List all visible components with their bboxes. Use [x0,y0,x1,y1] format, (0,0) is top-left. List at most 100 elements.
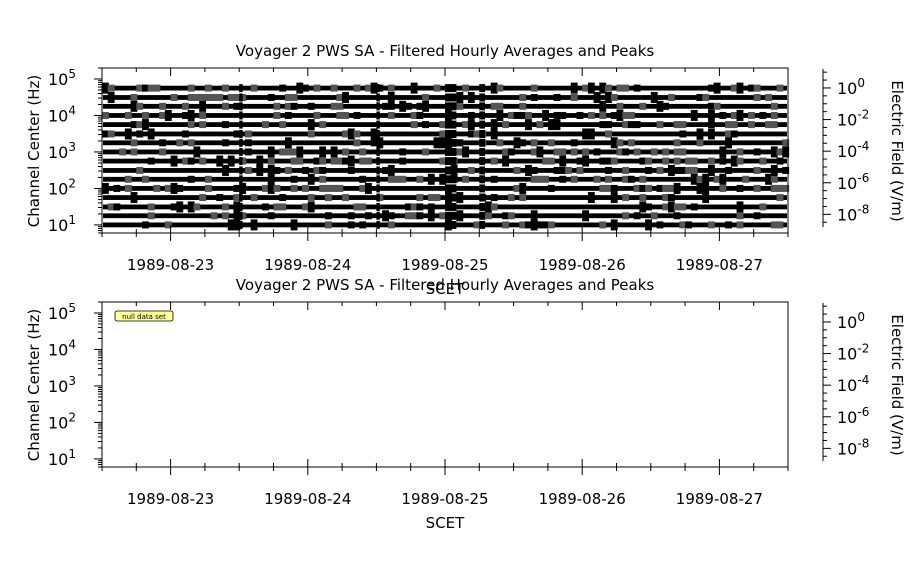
channel-peak [319,175,327,183]
channel-peak [456,210,464,222]
channel-peak [136,166,144,174]
channel-peak [216,194,224,202]
channel-peak [782,146,790,158]
channel-peak [342,194,349,202]
channel-peak [502,212,510,220]
tick-label-exponent: -2 [857,342,869,356]
channel-peak [627,121,635,129]
burst-mark [239,220,243,229]
channel-peak [713,102,721,110]
channel-peak [633,121,641,129]
channel-peak [730,130,738,138]
burst-mark [239,193,243,202]
channel-peak [393,175,401,183]
tick-label-exponent: -8 [857,202,869,216]
channel-peak [364,182,372,194]
channel-peak [587,128,595,140]
channel-peak [439,157,447,165]
channel-peak [382,166,389,174]
channel-peak [553,119,561,131]
tick-label-exponent: 2 [68,410,76,424]
channel-peak [559,148,567,156]
channel-peak [639,184,647,192]
burst-mark [479,84,486,93]
channel-peak [347,128,355,140]
channel-peak [753,148,761,156]
tick-label-base: 10 [837,111,857,130]
channel-peak [267,182,275,194]
channel-peak [582,155,590,167]
channel-peak [650,212,658,220]
channel-peak [233,210,241,222]
channel-peak [353,84,361,92]
channel-peak [307,201,315,213]
burst-mark [239,111,243,120]
channel-peak [387,221,395,229]
burst-mark [445,184,457,193]
channel-peak [416,111,424,119]
channel-peak [467,166,475,174]
colorbar-tick-label: 10-6 [837,171,869,193]
channel-peak [622,194,630,202]
channel-peak [279,203,287,211]
channel-peak [753,166,761,174]
tick-label-base: 10 [48,450,68,469]
burst-mark [445,157,457,166]
channel-peak [456,102,464,110]
channel-peak [330,102,338,110]
channel-peak [605,84,612,92]
channel-peak [599,184,607,192]
y-tick-label: 105 [48,301,76,323]
channel-peak [616,109,624,121]
burst-mark [445,138,457,147]
channel-peak [262,203,269,211]
channel-peak [256,155,264,167]
channel-peak [176,201,184,213]
channel-peak [250,194,258,202]
channel-peak [370,139,378,147]
channel-peak [227,155,235,167]
channel-peak [462,121,470,129]
burst-mark [239,147,243,156]
channel-peak [536,121,544,129]
channel-peak [490,82,498,94]
channel-peak [473,221,481,229]
y-tick-label: 102 [48,410,76,432]
channel-peak [262,184,269,192]
burst-mark [479,147,486,156]
channel-peak [164,184,172,192]
channel-peak [605,157,612,165]
channel-peak [645,219,652,231]
burst-mark [239,129,243,138]
channel-peak [685,166,692,174]
channel-peak [159,139,167,147]
channel-peak [547,139,555,147]
channel-peak [667,184,675,192]
channel-peak [244,148,252,156]
burst-mark [239,120,243,129]
channel-peak [410,203,418,211]
colorbar-tick-label: 10-8 [837,436,869,458]
tick-label-base: 10 [48,377,68,396]
channel-peak [359,203,367,211]
channel-peak [525,164,532,176]
channel-peak [690,203,698,211]
channel-peak [622,148,630,156]
channel-peak [667,164,675,176]
channel-peak [182,111,189,119]
channel-peak [399,175,407,183]
channel-peak [639,194,647,202]
channel-peak [776,194,784,202]
channel-peak [713,175,721,183]
channel-peak [485,212,492,220]
channel-peak [627,111,635,119]
channel-peak [222,121,229,129]
channel-peak [364,157,372,165]
tick-label-exponent: 1 [68,447,76,461]
channel-peak [605,175,612,183]
channel-peak [302,84,309,92]
channel-peak [570,82,578,94]
channel-peak [770,221,778,229]
channel-peak [713,82,721,94]
channel-peak [359,221,367,229]
